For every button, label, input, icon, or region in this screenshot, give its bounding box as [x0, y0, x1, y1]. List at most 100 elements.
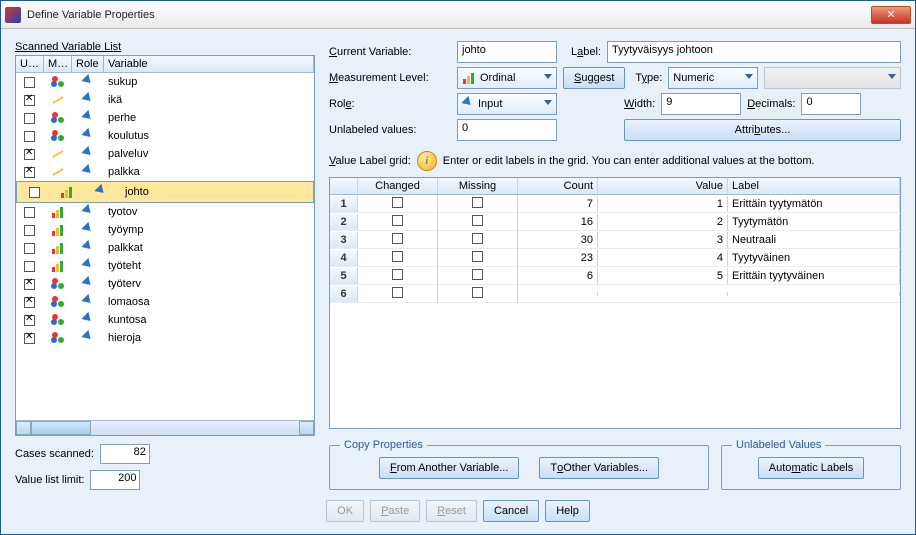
varlist-row[interactable]: kuntosa [16, 311, 314, 329]
varlist-row[interactable]: lomaosa [16, 293, 314, 311]
width-field[interactable]: 9 [661, 93, 741, 115]
scanned-variable-list[interactable]: Un... Me... Role Variable sukupikäperhek… [15, 55, 315, 436]
unlabeled-checkbox[interactable] [24, 261, 35, 272]
measure-icon [51, 111, 65, 125]
unlabeled-checkbox[interactable] [24, 113, 35, 124]
ok-button[interactable]: OK [326, 500, 364, 522]
unlabeled-checkbox[interactable] [24, 149, 35, 160]
value-cell[interactable]: 4 [598, 250, 728, 266]
measure-icon [51, 223, 65, 237]
label-cell[interactable]: Tyytyväinen [728, 250, 900, 266]
varlist-row[interactable]: palkka [16, 163, 314, 181]
unlabeled-checkbox[interactable] [24, 225, 35, 236]
value-grid-row[interactable]: 4234Tyytyväinen [330, 249, 900, 267]
unlabeled-checkbox[interactable] [24, 77, 35, 88]
value-cell[interactable]: 3 [598, 232, 728, 248]
row-number: 4 [330, 250, 358, 266]
value-grid-row[interactable]: 6 [330, 285, 900, 303]
cancel-button[interactable]: Cancel [483, 500, 539, 522]
varlist-row[interactable]: johto [16, 181, 314, 203]
value-cell[interactable] [598, 292, 728, 296]
label-cell[interactable]: Tyytymätön [728, 214, 900, 230]
type-select[interactable]: Numeric [668, 67, 758, 89]
label-cell[interactable]: Erittäin tyytyväinen [728, 268, 900, 284]
unlabeled-checkbox[interactable] [24, 279, 35, 290]
varlist-row[interactable]: tyotov [16, 203, 314, 221]
value-cell[interactable]: 1 [598, 196, 728, 212]
changed-checkbox[interactable] [392, 251, 403, 262]
missing-checkbox[interactable] [472, 215, 483, 226]
unlabeled-checkbox[interactable] [24, 131, 35, 142]
attributes-button[interactable]: Attributes... [624, 119, 901, 141]
role-icon [82, 332, 94, 344]
unlabeled-checkbox[interactable] [24, 315, 35, 326]
automatic-labels-button[interactable]: Automatic Labels [758, 457, 864, 479]
count-cell: 6 [518, 268, 598, 284]
value-grid-row[interactable]: 565Erittäin tyytyväinen [330, 267, 900, 285]
close-button[interactable]: ✕ [871, 6, 911, 24]
varlist-row[interactable]: ikä [16, 91, 314, 109]
measure-icon [51, 75, 65, 89]
horizontal-scrollbar[interactable] [16, 420, 314, 435]
decimals-field[interactable]: 0 [801, 93, 861, 115]
unlabeled-checkbox[interactable] [24, 333, 35, 344]
scroll-right-button[interactable] [299, 421, 314, 435]
changed-checkbox[interactable] [392, 215, 403, 226]
varlist-row[interactable]: sukup [16, 73, 314, 91]
value-cell[interactable]: 2 [598, 214, 728, 230]
varlist-row[interactable]: perhe [16, 109, 314, 127]
current-variable-field[interactable]: johto [457, 41, 557, 63]
unlabeled-checkbox[interactable] [24, 167, 35, 178]
to-other-variables-button[interactable]: To Other Variables... [539, 457, 659, 479]
varlist-row[interactable]: työterv [16, 275, 314, 293]
suggest-button[interactable]: Suggest [563, 67, 625, 89]
missing-checkbox[interactable] [472, 233, 483, 244]
value-cell[interactable]: 5 [598, 268, 728, 284]
changed-checkbox[interactable] [392, 287, 403, 298]
unlabeled-checkbox[interactable] [29, 187, 40, 198]
col-variable[interactable]: Variable [104, 56, 314, 72]
unlabeled-checkbox[interactable] [24, 297, 35, 308]
role-select[interactable]: Input [457, 93, 557, 115]
changed-checkbox[interactable] [392, 197, 403, 208]
value-grid-row[interactable]: 3303Neutraali [330, 231, 900, 249]
format-select[interactable] [764, 67, 901, 89]
missing-checkbox[interactable] [472, 251, 483, 262]
count-cell: 23 [518, 250, 598, 266]
label-cell[interactable]: Neutraali [728, 232, 900, 248]
changed-checkbox[interactable] [392, 269, 403, 280]
col-measure[interactable]: Me... [44, 56, 72, 72]
col-role[interactable]: Role [72, 56, 104, 72]
missing-checkbox[interactable] [472, 269, 483, 280]
role-icon [82, 224, 94, 236]
missing-checkbox[interactable] [472, 287, 483, 298]
paste-button[interactable]: Paste [370, 500, 420, 522]
value-label-grid[interactable]: Changed Missing Count Value Label 171Eri… [329, 177, 901, 429]
col-unlabeled[interactable]: Un... [16, 56, 44, 72]
missing-checkbox[interactable] [472, 197, 483, 208]
value-grid-row[interactable]: 171Erittäin tyytymätön [330, 195, 900, 213]
scroll-thumb[interactable] [31, 421, 91, 435]
from-another-variable-button[interactable]: From Another Variable... [379, 457, 519, 479]
scroll-left-button[interactable] [16, 421, 31, 435]
help-button[interactable]: Help [545, 500, 590, 522]
label-cell[interactable]: Erittäin tyytymätön [728, 196, 900, 212]
varlist-row[interactable]: työymp [16, 221, 314, 239]
unlabeled-checkbox[interactable] [24, 243, 35, 254]
varlist-row[interactable]: koulutus [16, 127, 314, 145]
unlabeled-values-field: 0 [457, 119, 557, 141]
unlabeled-checkbox[interactable] [24, 207, 35, 218]
label-cell[interactable] [728, 292, 900, 296]
varlist-row[interactable]: palveluv [16, 145, 314, 163]
variable-label-field[interactable]: Tyytyväisyys johtoon [607, 41, 901, 63]
value-grid-row[interactable]: 2162Tyytymätön [330, 213, 900, 231]
changed-checkbox[interactable] [392, 233, 403, 244]
varlist-row[interactable]: hieroja [16, 329, 314, 347]
varlist-row[interactable]: palkkat [16, 239, 314, 257]
varlist-row[interactable]: työteht [16, 257, 314, 275]
row-number: 5 [330, 268, 358, 284]
measurement-level-select[interactable]: Ordinal [457, 67, 557, 89]
measurement-level-label: Measurement Level: [329, 72, 451, 84]
reset-button[interactable]: Reset [426, 500, 477, 522]
unlabeled-checkbox[interactable] [24, 95, 35, 106]
